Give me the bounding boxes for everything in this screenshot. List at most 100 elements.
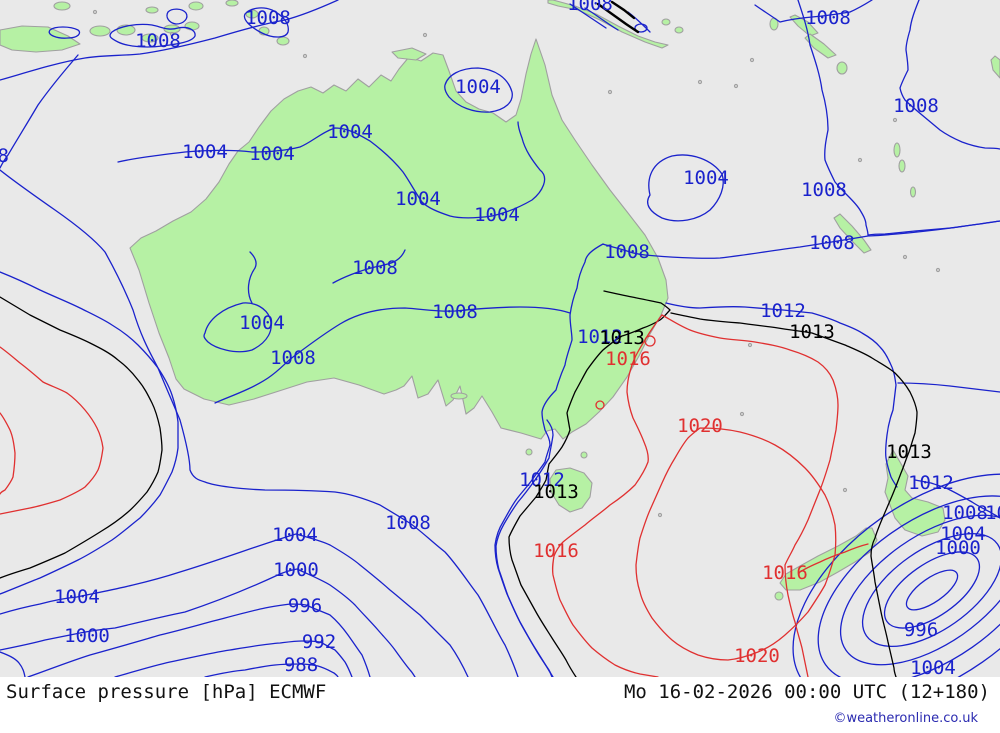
lesser-sunda-islet (89, 25, 111, 37)
isobar-1016-west-loop (551, 314, 663, 677)
isobar-value-label: 1004 (455, 76, 501, 98)
isobar-value-label: 1004 (683, 167, 729, 189)
isobar-992-fan (114, 640, 353, 677)
isobar-1013-nsw-tas (508, 290, 671, 677)
nz-low-ring-center (905, 569, 959, 611)
isobar-value-label: 1008 (135, 30, 181, 52)
nz-north-island (884, 449, 946, 537)
isobars-png-inner-blue (569, 3, 651, 33)
isobars-blue (0, 0, 1000, 677)
isobar-value-label: 1013 (533, 481, 579, 503)
flinders-island (580, 451, 588, 459)
isobar-value-label: 1004 (395, 188, 441, 210)
isobar-1000-fan (0, 568, 416, 677)
isobar-value-label: 1004 (239, 312, 285, 334)
banda-islet (225, 0, 239, 7)
isobar-1008-banda-line (0, 0, 339, 81)
king-island (525, 448, 533, 456)
isobar-value-label: 1004 (249, 143, 295, 165)
isobar-1008-timor-loop (48, 26, 81, 39)
australia-landmass (129, 38, 669, 440)
vanuatu-islet-3 (909, 186, 917, 198)
isobar-1008-vanuatu-line (754, 0, 873, 23)
new-caledonia (833, 213, 872, 254)
isobar-labels: 1008100810081004100410041004100410041004… (0, 0, 1000, 677)
isobar-value-label: 1016 (605, 348, 651, 370)
isobar-value-label: 1020 (734, 645, 780, 667)
isobar-value-label: 1013 (789, 321, 835, 343)
isobar-island-loop-small (166, 8, 188, 25)
isobar-corner-arc (0, 651, 26, 677)
isobar-value-label: 1008 (604, 241, 650, 263)
solomon-islet (836, 61, 848, 75)
isobar-1004-nw-coastal (117, 121, 546, 219)
isobar-value-label: 1008 (432, 301, 478, 323)
isobar-value-label: 1008 (385, 512, 431, 534)
isobar-1008-interior-ne (332, 249, 406, 284)
pressure-map: 1008100810081004100410041004100410041004… (0, 0, 1000, 677)
isobar-value-label: 1008 (893, 95, 939, 117)
isobar-value-label: 1016 (533, 540, 579, 562)
isobar-value-label: 1012 (760, 300, 806, 322)
vanuatu-islet-2 (898, 159, 906, 173)
isobar-value-label: 1008 (567, 0, 613, 15)
isobar-1012-nz-north (914, 479, 1000, 519)
nz-low-ring-996 (883, 551, 981, 629)
isobar-1012-tasman-east (897, 382, 1000, 393)
map-title: Surface pressure [hPa] ECMWF (6, 681, 327, 703)
banda-islet (145, 6, 159, 14)
melville-island (391, 47, 427, 61)
lesser-sunda-islet (184, 21, 200, 31)
isobar-1012-sw (0, 271, 179, 595)
isobar-value-label: 1012 (519, 469, 565, 491)
isobar-value-label: 1012 (577, 326, 623, 348)
vanuatu-islet (893, 142, 901, 158)
isobar-value-label: 1004 (272, 524, 318, 546)
banda-islet (53, 1, 71, 11)
isobar-1020-tasman-loop (635, 427, 837, 661)
isobar-value-label: 1008 (942, 502, 988, 524)
isobar-value-label: 1008 (0, 145, 9, 167)
fiji-islet (990, 55, 1000, 79)
isobar-value-label: 1020 (677, 415, 723, 437)
isobar-1008-indonesia-loop (109, 23, 196, 48)
kangaroo-island (450, 392, 468, 400)
stewart-island (774, 591, 784, 601)
nz-low-ring-1000 (861, 532, 1000, 648)
isobar-value-label: 1000 (273, 559, 319, 581)
isobar-1008-interior-mid (214, 306, 571, 404)
isobar-1016-si-thread (799, 543, 869, 573)
kai-islet (276, 36, 290, 46)
isobar-1012-bass (495, 419, 554, 677)
isobar-1016-sw-edge (0, 346, 104, 515)
isobar-value-label: 1016 (762, 562, 808, 584)
isobar-value-label: 1013 (886, 441, 932, 463)
isobar-value-label: 1004 (910, 657, 956, 677)
isobar-1013-sw-curve (0, 296, 163, 579)
isobars-nz-low-rings (792, 473, 1000, 677)
png-islet (661, 18, 671, 26)
map-datetime: Mo 16-02-2026 00:00 UTC (12+180) (623, 681, 990, 703)
isobar-996-fan (27, 603, 371, 677)
isobar-value-label: 1004 (182, 141, 228, 163)
isobar-1004-fan (0, 533, 469, 677)
nz-low-ring-outer (792, 473, 1000, 677)
isobar-1008-ne-corner (899, 0, 1000, 150)
isobar-1004-coralsea-loop (647, 154, 724, 222)
nz-low-ring-1008 (817, 495, 1000, 677)
solomon-island-2 (804, 33, 837, 59)
small-island-specks (92, 9, 941, 518)
isobar-1008-tanimbar-loop (243, 7, 289, 38)
isobar-1016-east (661, 314, 839, 677)
isobar-value-label: 1008 (805, 7, 851, 29)
isobar-value-label: 1004 (940, 523, 986, 545)
copyright-link[interactable]: ©weatheronline.co.uk (833, 711, 978, 726)
isobar-1020-sw-edge (0, 412, 16, 495)
isobar-value-label: 1000 (64, 625, 110, 647)
isobar-value-label: 1004 (327, 121, 373, 143)
isobar-1004-gulf-loop (444, 67, 513, 113)
isobar-value-label: 1008 (352, 257, 398, 279)
isobar-value-label: 1013 (599, 327, 645, 349)
isobar-value-label: 988 (284, 654, 318, 676)
isobar-1012-tasman (665, 302, 898, 488)
